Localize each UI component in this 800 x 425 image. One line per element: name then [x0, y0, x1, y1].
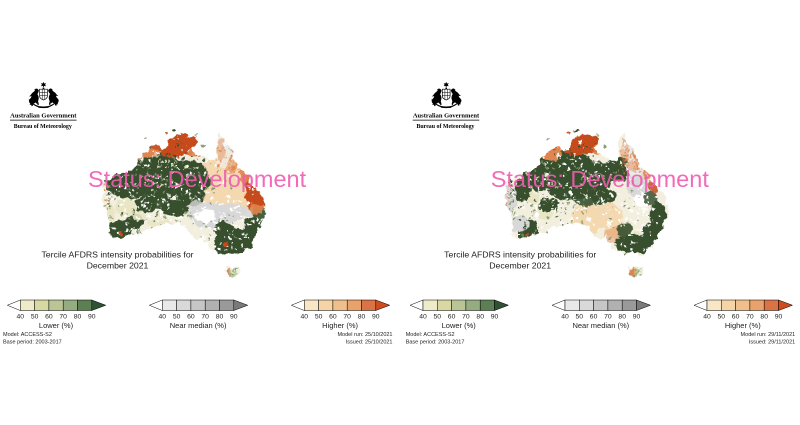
svg-text:90: 90 — [372, 314, 380, 321]
svg-text:40: 40 — [301, 314, 309, 321]
svg-text:50: 50 — [434, 314, 442, 321]
svg-text:40: 40 — [419, 314, 427, 321]
svg-text:50: 50 — [31, 314, 39, 321]
svg-text:60: 60 — [448, 314, 456, 321]
svg-text:80: 80 — [74, 314, 82, 321]
svg-text:Higher (%): Higher (%) — [725, 321, 761, 330]
svg-text:Near median (%): Near median (%) — [170, 321, 227, 330]
svg-text:40: 40 — [703, 314, 711, 321]
svg-text:60: 60 — [732, 314, 740, 321]
svg-text:Status: Development: Status: Development — [88, 166, 307, 192]
svg-text:Issued: 29/11/2021: Issued: 29/11/2021 — [749, 340, 795, 346]
svg-text:Model: ACCESS-S2: Model: ACCESS-S2 — [406, 332, 455, 338]
svg-text:90: 90 — [633, 314, 641, 321]
svg-text:Australian Government: Australian Government — [10, 112, 77, 119]
svg-text:80: 80 — [618, 314, 626, 321]
svg-text:80: 80 — [476, 314, 484, 321]
svg-text:90: 90 — [230, 314, 238, 321]
svg-text:40: 40 — [159, 314, 167, 321]
svg-text:Issued: 25/10/2021: Issued: 25/10/2021 — [346, 340, 393, 346]
svg-text:Tercile AFDRS intensity probab: Tercile AFDRS intensity probabilities fo… — [41, 250, 193, 260]
svg-text:Base period: 2003-2017: Base period: 2003-2017 — [406, 340, 465, 346]
svg-text:Australian Government: Australian Government — [413, 112, 480, 119]
svg-text:Lower (%): Lower (%) — [442, 321, 477, 330]
svg-text:50: 50 — [315, 314, 323, 321]
svg-text:60: 60 — [590, 314, 598, 321]
svg-text:70: 70 — [462, 314, 470, 321]
svg-text:70: 70 — [59, 314, 67, 321]
svg-text:Near median (%): Near median (%) — [572, 321, 629, 330]
svg-text:50: 50 — [718, 314, 726, 321]
svg-text:80: 80 — [216, 314, 224, 321]
svg-text:Status: Development: Status: Development — [491, 166, 710, 192]
svg-text:60: 60 — [187, 314, 195, 321]
svg-text:40: 40 — [17, 314, 25, 321]
svg-text:70: 70 — [343, 314, 351, 321]
svg-text:Model run: 29/11/2021: Model run: 29/11/2021 — [741, 332, 796, 338]
svg-text:Model run: 25/10/2021: Model run: 25/10/2021 — [337, 332, 392, 338]
svg-text:December 2021: December 2021 — [489, 261, 551, 271]
svg-text:90: 90 — [775, 314, 783, 321]
svg-text:40: 40 — [561, 314, 569, 321]
svg-text:60: 60 — [45, 314, 53, 321]
svg-text:Tercile AFDRS intensity probab: Tercile AFDRS intensity probabilities fo… — [444, 250, 596, 260]
svg-text:80: 80 — [358, 314, 366, 321]
svg-text:70: 70 — [746, 314, 754, 321]
svg-text:50: 50 — [576, 314, 584, 321]
svg-text:Higher (%): Higher (%) — [322, 321, 358, 330]
svg-text:90: 90 — [491, 314, 499, 321]
svg-text:Bureau of Meteorology: Bureau of Meteorology — [14, 124, 72, 130]
svg-text:50: 50 — [173, 314, 181, 321]
svg-text:Base period: 2003-2017: Base period: 2003-2017 — [3, 340, 62, 346]
svg-text:Bureau of Meteorology: Bureau of Meteorology — [416, 124, 474, 130]
svg-text:60: 60 — [329, 314, 337, 321]
svg-text:December 2021: December 2021 — [87, 261, 149, 271]
svg-text:Model: ACCESS-S2: Model: ACCESS-S2 — [3, 332, 52, 338]
svg-text:90: 90 — [88, 314, 96, 321]
svg-text:70: 70 — [604, 314, 612, 321]
svg-text:Lower (%): Lower (%) — [39, 321, 74, 330]
svg-text:70: 70 — [201, 314, 209, 321]
svg-text:80: 80 — [760, 314, 768, 321]
